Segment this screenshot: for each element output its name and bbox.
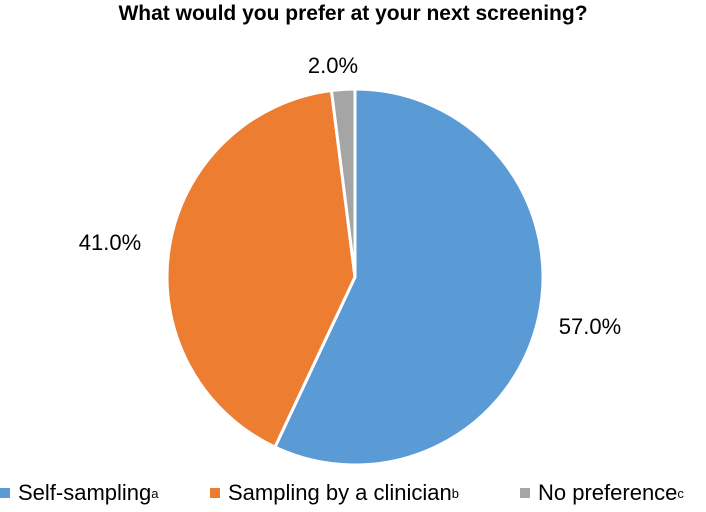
pie-slice-self-sampling (273, 87, 545, 467)
pie-slice-no-preference (329, 87, 357, 279)
legend-label-no-preference: No preference (538, 480, 678, 505)
data-label-self-sampling: 57.0% (559, 314, 621, 339)
legend-item-self-sampling: Self-sampling a (0, 480, 159, 506)
legend-swatch-self-sampling (0, 488, 10, 498)
legend-item-no-preference: No preference c (520, 480, 684, 506)
chart-title: What would you prefer at your next scree… (118, 2, 588, 25)
data-label-no-preference: 2.0% (308, 53, 358, 78)
legend-swatch-no-preference (520, 488, 530, 498)
legend-label-self-sampling: Self-sampling (18, 480, 152, 505)
pie-slice-sampling-by-clinician (165, 88, 357, 449)
legend-swatch-sampling-by-clinician (210, 488, 220, 498)
data-label-sampling-by-clinician: 41.0% (79, 230, 141, 255)
pie-chart: 57.0% 41.0% 2.0% (79, 53, 621, 467)
legend-label-sampling-by-clinician: Sampling by a clinician (228, 480, 452, 505)
legend-sup-self-sampling: a (151, 485, 159, 501)
legend-item-sampling-by-clinician: Sampling by a clinician b (210, 480, 459, 506)
legend-sup-no-preference: c (677, 485, 684, 501)
legend-sup-sampling-by-clinician: b (451, 485, 460, 501)
